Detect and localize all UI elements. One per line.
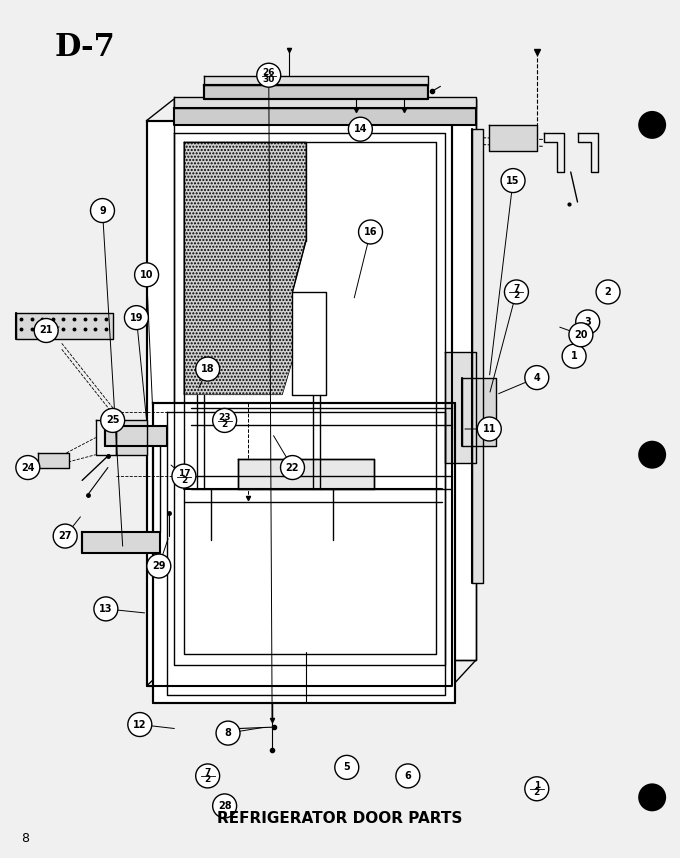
- Circle shape: [358, 220, 383, 244]
- Circle shape: [562, 344, 586, 368]
- Circle shape: [257, 63, 281, 88]
- Polygon shape: [445, 352, 476, 463]
- Circle shape: [94, 597, 118, 621]
- Circle shape: [172, 464, 196, 488]
- Circle shape: [396, 764, 420, 788]
- Circle shape: [525, 776, 549, 801]
- Text: 4: 4: [533, 372, 540, 383]
- Text: 8: 8: [21, 832, 29, 845]
- Text: 1: 1: [571, 351, 577, 361]
- Circle shape: [477, 417, 501, 441]
- Text: 20: 20: [574, 329, 588, 340]
- Text: 26: 26: [262, 68, 275, 76]
- Text: 10: 10: [140, 269, 154, 280]
- Text: 14: 14: [354, 124, 367, 134]
- Text: 2: 2: [605, 287, 611, 297]
- Text: 28: 28: [218, 801, 231, 811]
- Text: 3: 3: [584, 317, 591, 327]
- Circle shape: [196, 357, 220, 381]
- Text: 24: 24: [21, 462, 35, 473]
- Circle shape: [101, 408, 124, 432]
- Text: 6: 6: [405, 771, 411, 781]
- Polygon shape: [204, 85, 428, 100]
- Polygon shape: [147, 121, 452, 686]
- Circle shape: [281, 456, 305, 480]
- Polygon shape: [473, 130, 483, 583]
- Circle shape: [196, 764, 220, 788]
- Circle shape: [639, 111, 666, 139]
- Text: 2: 2: [181, 475, 187, 485]
- Polygon shape: [490, 125, 537, 151]
- Circle shape: [213, 794, 237, 818]
- Circle shape: [90, 198, 114, 222]
- Polygon shape: [174, 100, 476, 661]
- Circle shape: [348, 118, 373, 142]
- Circle shape: [576, 310, 600, 334]
- Text: 16: 16: [364, 227, 377, 237]
- Circle shape: [53, 524, 77, 548]
- Circle shape: [505, 280, 528, 304]
- Polygon shape: [82, 532, 160, 553]
- Text: 29: 29: [152, 561, 165, 571]
- Text: 8: 8: [224, 728, 231, 738]
- Circle shape: [596, 280, 620, 304]
- Text: 2: 2: [534, 789, 540, 797]
- Text: 1: 1: [534, 782, 540, 790]
- Text: 13: 13: [99, 604, 113, 613]
- Polygon shape: [174, 98, 476, 108]
- Text: 5: 5: [343, 763, 350, 772]
- Text: 7: 7: [205, 769, 211, 777]
- Circle shape: [639, 783, 666, 812]
- Polygon shape: [238, 459, 374, 489]
- Text: 18: 18: [201, 364, 214, 374]
- Circle shape: [213, 408, 237, 432]
- Circle shape: [135, 263, 158, 287]
- Circle shape: [16, 456, 40, 480]
- Circle shape: [124, 305, 148, 329]
- Circle shape: [128, 712, 152, 736]
- Text: 11: 11: [483, 424, 496, 434]
- Text: 2: 2: [513, 292, 520, 300]
- Circle shape: [216, 721, 240, 745]
- Text: 23: 23: [218, 413, 231, 422]
- Polygon shape: [174, 108, 476, 125]
- Circle shape: [525, 366, 549, 390]
- Circle shape: [147, 554, 171, 578]
- Polygon shape: [38, 453, 69, 468]
- Text: 15: 15: [507, 176, 520, 185]
- Circle shape: [335, 755, 359, 779]
- Polygon shape: [16, 313, 113, 339]
- Circle shape: [569, 323, 593, 347]
- Text: 2: 2: [222, 420, 228, 429]
- Polygon shape: [154, 403, 456, 703]
- Circle shape: [501, 169, 525, 192]
- Text: REFRIGERATOR DOOR PARTS: REFRIGERATOR DOOR PARTS: [218, 812, 462, 826]
- Circle shape: [34, 318, 58, 342]
- Polygon shape: [116, 420, 147, 455]
- Text: 2: 2: [205, 776, 211, 784]
- Text: 22: 22: [286, 462, 299, 473]
- Circle shape: [639, 441, 666, 468]
- Text: D-7: D-7: [55, 33, 116, 63]
- Text: 9: 9: [99, 206, 106, 215]
- Text: 21: 21: [39, 325, 53, 335]
- Text: 30: 30: [262, 75, 275, 84]
- Text: 19: 19: [130, 312, 143, 323]
- Polygon shape: [204, 76, 428, 85]
- Text: 27: 27: [58, 531, 72, 541]
- Polygon shape: [105, 426, 167, 446]
- Polygon shape: [462, 378, 496, 446]
- Text: 17: 17: [177, 468, 190, 478]
- Text: 25: 25: [106, 415, 120, 426]
- Polygon shape: [184, 142, 306, 395]
- Text: 12: 12: [133, 720, 147, 729]
- Text: 7: 7: [513, 285, 520, 293]
